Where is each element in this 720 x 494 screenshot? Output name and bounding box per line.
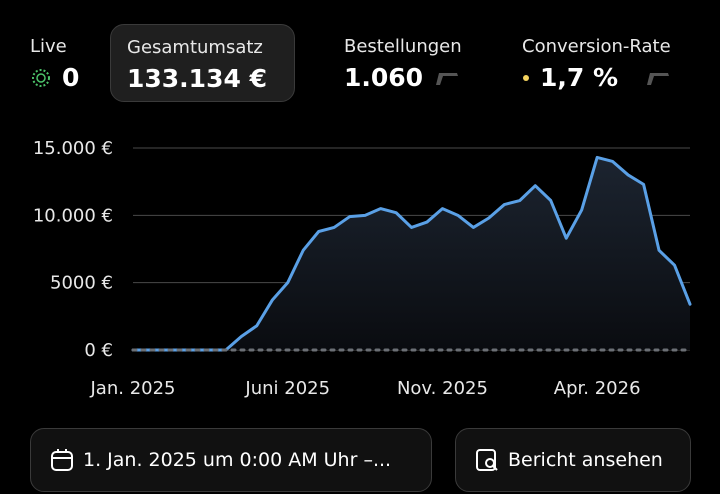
metric-value-row: 1,7 % [522,63,720,92]
metric-orders[interactable]: Bestellungen 1.060 [328,24,508,102]
button-label: 1. Jan. 2025 um 0:00 AM Uhr –... [83,449,392,471]
metric-value-row: 1.060 [344,63,508,92]
y-tick-label: 15.000 € [33,138,113,159]
calendar-icon [51,449,73,471]
metric-label: Live [30,36,67,57]
metric-label: Conversion-Rate [522,36,671,57]
status-dot [523,74,529,81]
x-tick-label: Jan. 2025 [90,378,176,399]
chart: 0 € 5000 € 10.000 € 15.000 € Jan. 2025 Juni 2… [33,138,692,399]
metric-label: Gesamtumsatz [127,37,263,58]
report-icon [476,449,498,471]
metric-value: 1.060 [344,63,424,92]
date-range-button[interactable]: 1. Jan. 2025 um 0:00 AM Uhr –... [30,428,432,492]
area-fill [133,157,690,350]
y-tick-label: 0 € [84,340,113,361]
metric-value: 0 [62,63,80,92]
x-tick-label: Apr. 2026 [554,378,641,399]
metric-label: Bestellungen [344,36,462,57]
metric-revenue[interactable]: Gesamtumsatz 133.134 € [110,24,295,102]
x-tick-label: Juni 2025 [244,378,330,399]
live-icon [32,68,50,87]
metric-conversion[interactable]: Conversion-Rate 1,7 % [506,24,720,102]
report-button[interactable]: Bericht ansehen [455,428,691,492]
metric-value-row: 0 [30,63,104,92]
x-tick-label: Nov. 2025 [397,378,488,399]
y-tick-label: 10.000 € [33,205,113,226]
metric-value: 1,7 % [540,63,619,92]
button-label: Bericht ansehen [508,449,663,471]
y-tick-label: 5000 € [50,273,113,294]
sparkline-icon [436,72,459,85]
sparkline-icon [647,72,670,85]
metric-value: 133.134 € [127,64,267,93]
metric-live[interactable]: Live 0 [14,24,104,102]
